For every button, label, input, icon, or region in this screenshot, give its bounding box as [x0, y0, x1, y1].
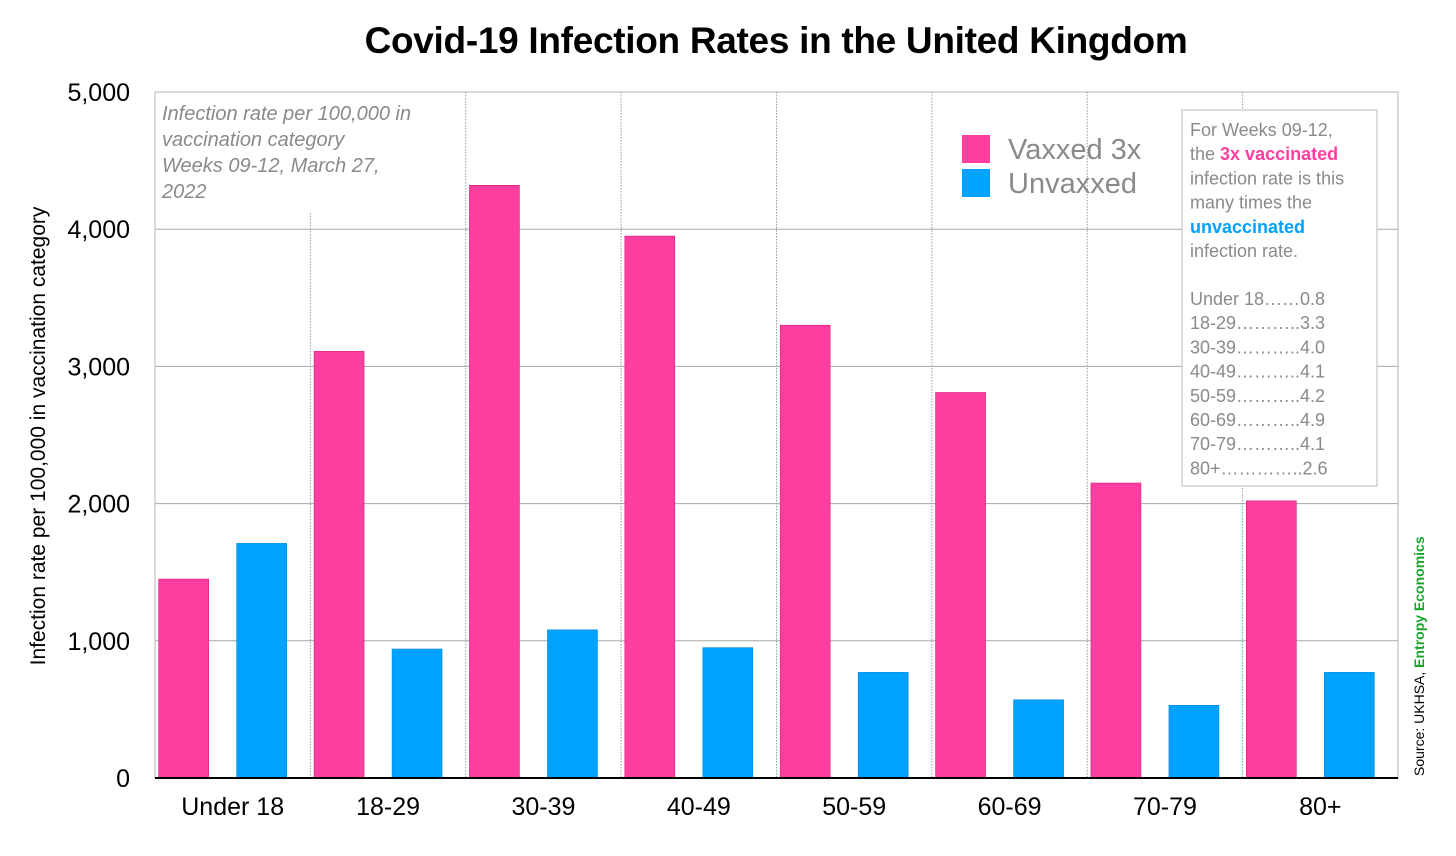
x-tick-label: 70-79 [1133, 793, 1197, 821]
annotation-line: Infection rate per 100,000 in [162, 103, 411, 125]
ratio-box-text-line: many times the [1190, 193, 1312, 213]
ratio-box-text-span: the [1190, 144, 1220, 164]
bar-vaxxed [935, 392, 986, 779]
x-tick-label: 50-59 [822, 793, 886, 821]
ratio-box-text-span: 3x vaccinated [1220, 144, 1338, 164]
ratio-box-text-span: many times the [1190, 193, 1312, 213]
annotation-line: Weeks 09-12, March 27, [162, 155, 380, 177]
ratio-box-text-line: For Weeks 09-12, [1190, 120, 1333, 140]
bar-unvaxxed [1324, 672, 1375, 779]
y-tick-label: 5,000 [67, 79, 130, 107]
x-tick-label: 80+ [1299, 793, 1341, 821]
legend-label: Unvaxxed [1008, 168, 1137, 200]
bar-vaxxed [624, 235, 676, 779]
x-tick-label: 30-39 [511, 793, 575, 821]
y-tick-label: 0 [116, 765, 130, 793]
bar-vaxxed [779, 324, 831, 779]
axes: 0 1,000 2,000 3,000 4,000 5,000 Under 18 18-29 3… [67, 79, 1398, 821]
y-tick-label: 3,000 [67, 353, 130, 381]
y-axis-label: Infection rate per 100,000 in vaccinatio… [27, 206, 50, 665]
ratio-line: 30-39………..4.0 [1190, 337, 1325, 357]
ratio-box-text-line: the 3x vaccinated [1190, 144, 1338, 164]
bar-vaxxed [469, 184, 520, 779]
bar-unvaxxed [1168, 704, 1220, 779]
bars [158, 184, 1375, 779]
x-tick-label: Under 18 [181, 793, 284, 821]
annotation-line: vaccination category [162, 129, 345, 151]
source-highlight: Entropy Economics [1411, 536, 1427, 668]
bar-unvaxxed [857, 672, 909, 779]
chart-annotation: Infection rate per 100,000 in vaccination… [157, 95, 457, 211]
bar-unvaxxed [702, 647, 754, 779]
chart-title: Covid-19 Infection Rates in the United K… [364, 20, 1188, 61]
ratio-box-text-span: infection rate. [1190, 241, 1298, 261]
ratio-line: 60-69………..4.9 [1190, 410, 1325, 430]
y-tick-label: 4,000 [67, 216, 130, 244]
y-tick-label: 1,000 [67, 628, 130, 656]
ratio-line: 18-29………..3.3 [1190, 313, 1325, 333]
ratio-line: 40-49………..4.1 [1190, 362, 1325, 382]
legend-swatch [962, 135, 990, 163]
bar-unvaxxed [391, 648, 443, 779]
bar-unvaxxed [547, 629, 598, 779]
y-tick-label: 2,000 [67, 491, 130, 519]
legend-swatch [962, 169, 990, 197]
ratio-box-text-line: infection rate is this [1190, 168, 1344, 188]
legend-label: Vaxxed 3x [1008, 134, 1142, 166]
ratio-box-frame [1181, 109, 1378, 487]
ratio-box-text-span: unvaccinated [1190, 217, 1305, 237]
source-prefix: Source: UKHSA, [1411, 668, 1427, 776]
ratio-box-text-line: infection rate. [1190, 241, 1298, 261]
ratio-line: 80+…………..2.6 [1190, 458, 1328, 478]
source-credit: Source: UKHSA, Entropy Economics [1411, 536, 1427, 776]
bar-vaxxed [158, 578, 209, 779]
annotation-line: 2022 [161, 181, 207, 203]
ratio-line: 50-59………..4.2 [1190, 386, 1325, 406]
x-tick-label: 18-29 [356, 793, 420, 821]
bar-vaxxed [313, 351, 365, 779]
annotation-background [157, 95, 457, 211]
ratio-box-text-line: unvaccinated [1190, 217, 1305, 237]
ratio-line: Under 18……0.8 [1190, 289, 1325, 309]
bar-vaxxed [1246, 500, 1297, 779]
bar-unvaxxed [1013, 699, 1064, 779]
source-text: Source: UKHSA, Entropy Economics [1411, 536, 1427, 776]
bar-unvaxxed [236, 543, 287, 779]
bar-vaxxed [1090, 482, 1142, 779]
ratio-box-text-span: infection rate is this [1190, 168, 1344, 188]
x-tick-label: 40-49 [667, 793, 731, 821]
x-tick-label: 60-69 [978, 793, 1042, 821]
ratio-box: For Weeks 09-12, the 3x vaccinated infecti… [1181, 109, 1378, 487]
ratio-line: 70-79………..4.1 [1190, 434, 1325, 454]
ratio-box-text-span: For Weeks 09-12, [1190, 120, 1333, 140]
